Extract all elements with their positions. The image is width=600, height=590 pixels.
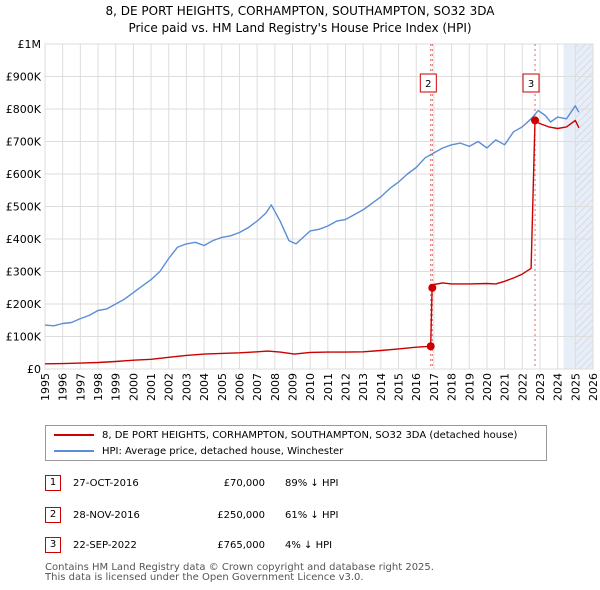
y-tick-label: £700K bbox=[6, 136, 42, 149]
x-tick-label: 2004 bbox=[198, 373, 211, 401]
y-tick-label: £1M bbox=[18, 38, 42, 51]
x-tick-label: 2024 bbox=[552, 373, 565, 401]
title-line-2: Price paid vs. HM Land Registry's House … bbox=[128, 21, 472, 35]
transaction-badge: 1 bbox=[45, 475, 61, 491]
event-point bbox=[426, 342, 435, 351]
y-tick-label: £400K bbox=[6, 233, 42, 246]
transaction-hpi: 4% ↓ HPI bbox=[285, 540, 333, 551]
x-tick-label: 2025 bbox=[569, 373, 582, 401]
event-point bbox=[531, 116, 540, 125]
x-tick-label: 1998 bbox=[92, 373, 105, 401]
x-tick-label: 1995 bbox=[39, 373, 52, 401]
transaction-price: £765,000 bbox=[217, 540, 265, 551]
x-tick-label: 2019 bbox=[463, 373, 476, 401]
x-tick-label: 2013 bbox=[357, 373, 370, 401]
hpi-line bbox=[44, 105, 580, 327]
transaction-date: 22-SEP-2022 bbox=[73, 540, 137, 551]
x-tick-label: 2000 bbox=[127, 373, 140, 401]
x-tick-label: 1997 bbox=[74, 373, 87, 401]
x-tick-label: 1999 bbox=[110, 373, 123, 401]
chart-title: 8, DE PORT HEIGHTS, CORHAMPTON, SOUTHAMP… bbox=[0, 3, 600, 37]
x-tick-label: 2020 bbox=[481, 373, 494, 401]
transaction-price: £70,000 bbox=[223, 478, 265, 489]
x-tick-label: 2010 bbox=[304, 373, 317, 401]
x-tick-label: 2009 bbox=[286, 373, 299, 401]
event-lines bbox=[430, 44, 536, 369]
x-tick-label: 2003 bbox=[180, 373, 193, 401]
legend-red-label: 8, DE PORT HEIGHTS, CORHAMPTON, SOUTHAMP… bbox=[102, 430, 518, 441]
gridlines bbox=[44, 43, 594, 370]
x-tick-label: 2005 bbox=[216, 373, 229, 401]
legend-item-property: 8, DE PORT HEIGHTS, CORHAMPTON, SOUTHAMP… bbox=[54, 428, 517, 444]
y-tick-label: £100K bbox=[6, 331, 42, 344]
x-tick-label: 2026 bbox=[587, 373, 600, 401]
y-tick-label: £200K bbox=[6, 298, 42, 311]
x-tick-label: 2022 bbox=[516, 373, 529, 401]
x-tick-label: 1996 bbox=[57, 373, 70, 401]
x-axis-ticks: 1995 1996 1997 1998 1999 2000 2001 2002 2003 2004… bbox=[39, 373, 600, 401]
event-label: 3 bbox=[528, 79, 534, 90]
x-tick-label: 2023 bbox=[534, 373, 547, 401]
transaction-price: £250,000 bbox=[217, 510, 265, 521]
footer-line-2: This data is licensed under the Open Gov… bbox=[45, 572, 364, 583]
x-tick-label: 2011 bbox=[322, 373, 335, 401]
y-tick-label: £500K bbox=[6, 201, 42, 214]
transaction-row: 3 22-SEP-2022 £765,000 4% ↓ HPI bbox=[45, 537, 565, 555]
y-tick-label: £800K bbox=[6, 103, 42, 116]
x-tick-label: 2002 bbox=[163, 373, 176, 401]
legend: 8, DE PORT HEIGHTS, CORHAMPTON, SOUTHAMP… bbox=[45, 425, 547, 461]
x-tick-label: 2017 bbox=[428, 373, 441, 401]
transaction-date: 28-NOV-2016 bbox=[73, 510, 140, 521]
transaction-badge: 3 bbox=[45, 537, 61, 553]
x-tick-label: 2016 bbox=[410, 373, 423, 401]
y-tick-label: £900K bbox=[6, 71, 42, 84]
transaction-row: 1 27-OCT-2016 £70,000 89% ↓ HPI bbox=[45, 475, 565, 493]
legend-red-line-icon bbox=[54, 434, 94, 436]
x-tick-label: 2014 bbox=[375, 373, 388, 401]
x-tick-label: 2001 bbox=[145, 373, 158, 401]
event-point bbox=[428, 283, 437, 292]
y-tick-label: £300K bbox=[6, 266, 42, 279]
x-tick-label: 2006 bbox=[233, 373, 246, 401]
event-points bbox=[426, 116, 540, 351]
title-line-1: 8, DE PORT HEIGHTS, CORHAMPTON, SOUTHAMP… bbox=[105, 4, 495, 18]
transaction-hpi: 61% ↓ HPI bbox=[285, 510, 339, 521]
x-tick-label: 2012 bbox=[340, 373, 353, 401]
transaction-row: 2 28-NOV-2016 £250,000 61% ↓ HPI bbox=[45, 507, 565, 525]
footer: Contains HM Land Registry data © Crown c… bbox=[45, 563, 585, 583]
event-label-box bbox=[419, 73, 437, 93]
x-tick-label: 2018 bbox=[446, 373, 459, 401]
x-tick-label: 2007 bbox=[251, 373, 264, 401]
x-tick-label: 2008 bbox=[269, 373, 282, 401]
transaction-badge: 2 bbox=[45, 507, 61, 523]
event-label: 2 bbox=[425, 79, 431, 90]
y-tick-label: £0 bbox=[27, 363, 41, 376]
x-tick-label: 2015 bbox=[393, 373, 406, 401]
y-axis-ticks: £0 £100K £200K £300K £400K £500K £600K £700K £80… bbox=[6, 38, 42, 376]
event-label-box bbox=[522, 73, 540, 93]
legend-item-hpi: HPI: Average price, detached house, Winc… bbox=[54, 444, 343, 460]
legend-blue-line-icon bbox=[54, 450, 94, 452]
transaction-hpi: 89% ↓ HPI bbox=[285, 478, 339, 489]
transaction-date: 27-OCT-2016 bbox=[73, 478, 139, 489]
legend-blue-label: HPI: Average price, detached house, Winc… bbox=[102, 446, 344, 457]
x-tick-label: 2021 bbox=[499, 373, 512, 401]
y-tick-label: £600K bbox=[6, 168, 42, 181]
footer-line-1: Contains HM Land Registry data © Crown c… bbox=[45, 562, 434, 573]
